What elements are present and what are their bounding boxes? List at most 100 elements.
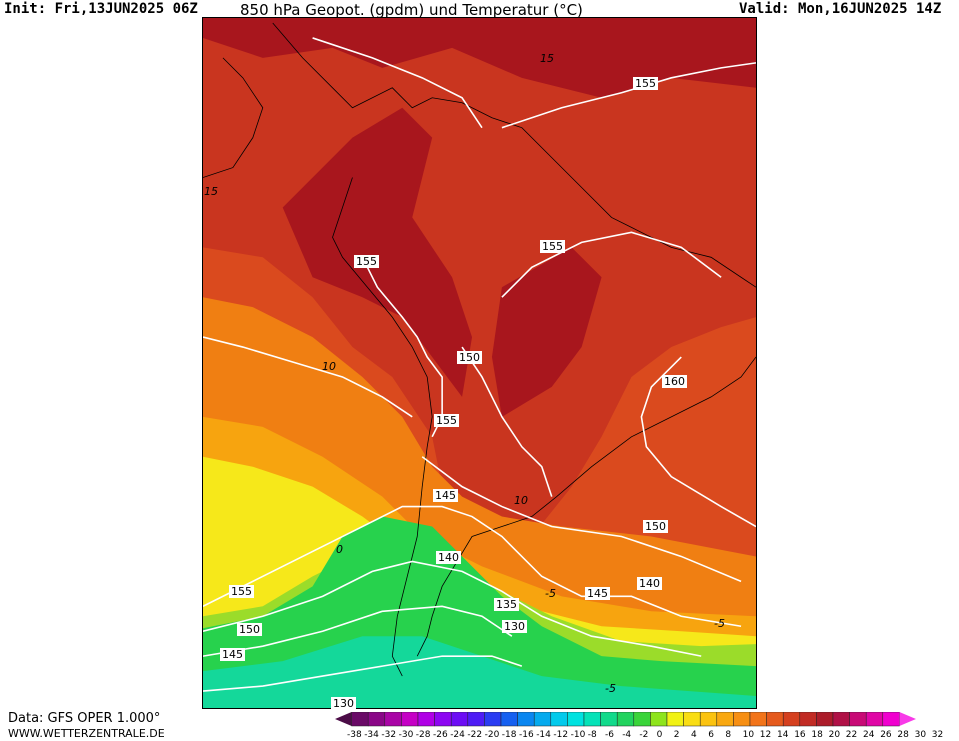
legend-tick-label: 12: [759, 730, 772, 740]
legend-swatch: [434, 711, 452, 727]
legend-tick-label: 30: [914, 730, 927, 740]
legend-tick-label: 8: [725, 730, 732, 740]
color-scale-legend: [335, 711, 957, 732]
legend-swatch: [749, 711, 767, 727]
legend-swatch: [484, 711, 502, 727]
legend-swatch: [699, 711, 718, 727]
legend-tick-label: 32: [931, 730, 944, 740]
legend-swatch: [633, 711, 651, 727]
geopotential-label: 135: [494, 598, 519, 611]
legend-swatch: [450, 711, 469, 727]
legend-swatch: [550, 711, 568, 727]
legend-tick-label: -26: [433, 730, 448, 740]
legend-tick-label: -10: [570, 730, 586, 740]
legend-swatch: [467, 711, 485, 727]
legend-swatch: [650, 711, 668, 727]
legend-swatch: [401, 711, 419, 727]
legend-tick-label: 0: [656, 730, 663, 740]
legend-tick-label: -14: [536, 730, 551, 740]
geopotential-label: 155: [434, 414, 459, 427]
legend-swatch: [782, 711, 801, 727]
valid-time: Valid: Mon,16JUN2025 14Z: [739, 1, 942, 17]
legend-tick-label: 4: [691, 730, 697, 740]
legend-tick-label: 18: [811, 730, 823, 740]
geopotential-label: 155: [540, 240, 565, 253]
geopotential-label: 130: [502, 620, 527, 633]
website: WWW.WETTERZENTRALE.DE: [8, 727, 165, 740]
geopotential-label: 160: [662, 375, 687, 388]
legend-tick-label: 14: [777, 730, 789, 740]
legend-tick-label: 2: [673, 730, 680, 740]
legend-tick-label: -8: [587, 730, 597, 740]
geopotential-label: 145: [585, 587, 610, 600]
legend-tick-label: -18: [501, 730, 517, 740]
legend-swatch: [666, 711, 684, 727]
geopotential-label: 155: [633, 77, 658, 90]
legend-color-bar: [335, 711, 916, 727]
legend-tick-label: 26: [880, 730, 892, 740]
legend-swatch: [816, 711, 834, 727]
legend-swatch: [517, 711, 535, 727]
temperature-label: -5: [714, 617, 725, 630]
legend-tick-label: -12: [553, 730, 569, 740]
geopotential-label: 140: [637, 577, 662, 590]
legend-tick-label: -38: [347, 730, 362, 740]
legend-tick-label: -34: [364, 730, 379, 740]
legend-swatch: [533, 711, 552, 727]
legend-tick-label: 16: [794, 730, 806, 740]
legend-tick-label: -32: [381, 730, 397, 740]
legend-swatch: [384, 711, 402, 727]
temperature-label: 15: [540, 52, 554, 65]
map-title: 850 hPa Geopot. (gpdm) und Temperatur (°…: [240, 1, 583, 19]
legend-arrow-left: [335, 712, 352, 726]
legend-tick-label: -6: [605, 730, 614, 740]
legend-tick-label: 28: [897, 730, 909, 740]
data-source: Data: GFS OPER 1.000°: [8, 711, 161, 726]
warm-core-central: [491, 247, 602, 417]
geopotential-label: 130: [331, 697, 356, 710]
init-time: Init: Fri,13JUN2025 06Z: [4, 1, 198, 17]
legend-tick-label: -2: [639, 730, 649, 740]
legend-swatch: [882, 711, 900, 727]
legend-swatch: [567, 711, 585, 727]
legend-tick-label: 6: [708, 730, 714, 740]
legend-arrow-right: [899, 712, 916, 726]
legend-swatch: [733, 711, 751, 727]
legend-swatch: [600, 711, 618, 727]
legend-tick-label: -30: [398, 730, 414, 740]
temperature-label: 0: [336, 543, 343, 556]
legend-tick-label: -16: [519, 730, 534, 740]
temperature-label: -5: [605, 682, 616, 695]
warm-core-andes: [282, 107, 473, 397]
legend-tick-label: 10: [742, 730, 755, 740]
legend-swatch: [351, 711, 369, 727]
geopotential-label: 150: [457, 351, 482, 364]
legend-swatch: [766, 711, 784, 727]
temperature-label: 15: [204, 185, 218, 198]
geopotential-label: 155: [229, 585, 254, 598]
temperature-label: -5: [545, 587, 556, 600]
legend-swatch: [865, 711, 884, 727]
legend-tick-label: -4: [622, 730, 632, 740]
temperature-label: 10: [514, 494, 528, 507]
legend-swatch: [417, 711, 435, 727]
geopotential-label: 150: [237, 623, 262, 636]
geopotential-label: 150: [643, 520, 668, 533]
geopotential-label: 145: [433, 489, 458, 502]
geopotential-contours: [203, 37, 756, 692]
geopotential-label: 140: [436, 551, 461, 564]
legend-swatch: [583, 711, 601, 727]
temperature-label: 10: [322, 360, 336, 373]
legend-swatch: [367, 711, 386, 727]
legend-tick-label: 20: [828, 730, 841, 740]
temp-band-east: [531, 317, 756, 587]
legend-tick-label: -24: [450, 730, 465, 740]
geopotential-label: 155: [354, 255, 379, 268]
legend-swatch: [799, 711, 817, 727]
legend-swatch: [832, 711, 850, 727]
geopotential-label: 145: [220, 648, 245, 661]
warm-core-north: [203, 18, 756, 98]
legend-swatch: [500, 711, 518, 727]
legend-swatch: [849, 711, 867, 727]
legend-tick-label: 22: [845, 730, 858, 740]
